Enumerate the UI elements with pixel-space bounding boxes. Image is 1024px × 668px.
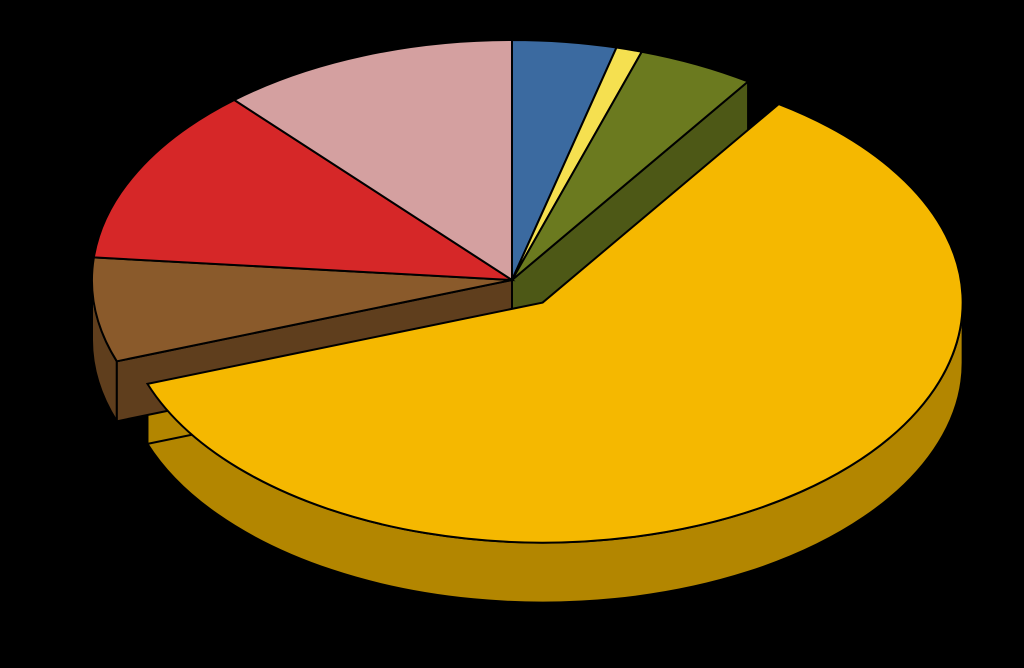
pie-3d-chart [0,0,1024,668]
